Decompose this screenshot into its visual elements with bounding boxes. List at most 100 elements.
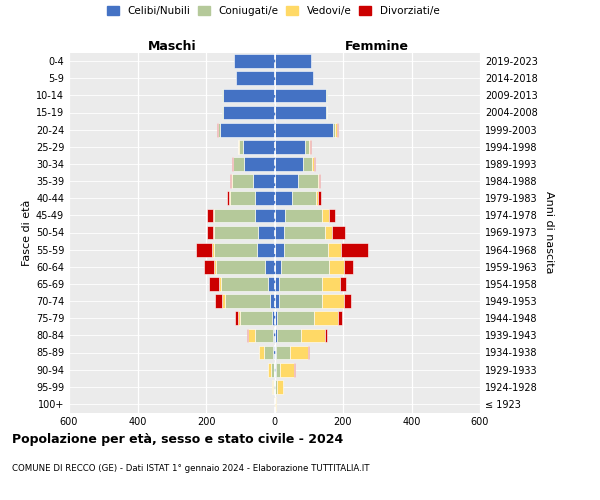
Bar	[275, 123, 333, 136]
Bar	[281, 260, 329, 274]
Bar	[231, 174, 232, 188]
Bar	[328, 243, 341, 256]
Bar	[230, 174, 231, 188]
Bar	[322, 277, 340, 291]
Bar	[240, 312, 272, 325]
Bar	[238, 140, 239, 153]
Bar	[209, 277, 219, 291]
Bar	[275, 88, 326, 102]
Bar	[319, 174, 320, 188]
Bar	[276, 363, 280, 376]
Bar	[275, 174, 298, 188]
Bar	[280, 363, 295, 376]
Bar	[275, 72, 313, 85]
Bar	[268, 363, 271, 376]
Bar	[312, 157, 314, 171]
Bar	[244, 157, 275, 171]
Bar	[248, 328, 254, 342]
Text: COMUNE DI RECCO (GE) - Dati ISTAT 1° gennaio 2024 - Elaborazione TUTTITALIA.IT: COMUNE DI RECCO (GE) - Dati ISTAT 1° gen…	[12, 464, 370, 473]
Bar	[340, 277, 346, 291]
Bar	[259, 346, 264, 360]
Bar	[325, 226, 332, 239]
Bar	[204, 260, 214, 274]
Bar	[271, 363, 274, 376]
Bar	[314, 312, 338, 325]
Bar	[317, 174, 319, 188]
Bar	[277, 380, 283, 394]
Bar	[254, 192, 275, 205]
Bar	[319, 192, 321, 205]
Bar	[272, 312, 275, 325]
Bar	[214, 226, 258, 239]
Bar	[223, 88, 275, 102]
Bar	[274, 346, 275, 360]
Bar	[196, 243, 212, 256]
Bar	[223, 106, 275, 120]
Bar	[284, 243, 328, 256]
Bar	[223, 294, 225, 308]
Bar	[292, 192, 316, 205]
Bar	[286, 208, 322, 222]
Bar	[214, 243, 257, 256]
Bar	[298, 174, 317, 188]
Bar	[275, 380, 277, 394]
Bar	[275, 294, 278, 308]
Bar	[214, 260, 216, 274]
Bar	[258, 226, 275, 239]
Bar	[278, 277, 322, 291]
Bar	[333, 123, 335, 136]
Bar	[220, 123, 275, 136]
Bar	[302, 157, 312, 171]
Bar	[277, 328, 301, 342]
Bar	[309, 140, 310, 153]
Bar	[264, 346, 274, 360]
Bar	[275, 192, 292, 205]
Bar	[218, 123, 220, 136]
Bar	[213, 226, 214, 239]
Bar	[335, 123, 337, 136]
Bar	[212, 243, 214, 256]
Bar	[273, 380, 274, 394]
Bar	[275, 54, 311, 68]
Bar	[217, 123, 218, 136]
Bar	[329, 208, 335, 222]
Bar	[274, 363, 275, 376]
Bar	[213, 208, 214, 222]
Bar	[277, 312, 314, 325]
Bar	[253, 174, 275, 188]
Bar	[238, 312, 240, 325]
Bar	[227, 192, 229, 205]
Bar	[236, 72, 275, 85]
Bar	[214, 208, 254, 222]
Bar	[219, 277, 221, 291]
Bar	[275, 106, 326, 120]
Bar	[232, 174, 253, 188]
Bar	[234, 54, 275, 68]
Bar	[344, 260, 353, 274]
Bar	[275, 260, 281, 274]
Bar	[275, 328, 277, 342]
Bar	[229, 192, 230, 205]
Bar	[275, 243, 284, 256]
Text: Maschi: Maschi	[148, 40, 196, 54]
Y-axis label: Fasce di età: Fasce di età	[22, 200, 32, 266]
Bar	[221, 277, 268, 291]
Bar	[239, 140, 243, 153]
Bar	[316, 192, 319, 205]
Bar	[301, 328, 325, 342]
Bar	[275, 140, 305, 153]
Bar	[206, 226, 213, 239]
Bar	[232, 157, 233, 171]
Y-axis label: Anni di nascita: Anni di nascita	[544, 191, 554, 274]
Legend: Celibi/Nubili, Coniugati/e, Vedovi/e, Divorziati/e: Celibi/Nubili, Coniugati/e, Vedovi/e, Di…	[107, 6, 439, 16]
Bar	[272, 380, 273, 394]
Bar	[284, 226, 325, 239]
Bar	[290, 346, 308, 360]
Bar	[332, 226, 345, 239]
Bar	[308, 346, 310, 360]
Text: Popolazione per età, sesso e stato civile - 2024: Popolazione per età, sesso e stato civil…	[12, 432, 343, 446]
Bar	[341, 243, 368, 256]
Bar	[247, 328, 248, 342]
Bar	[322, 208, 329, 222]
Bar	[265, 260, 275, 274]
